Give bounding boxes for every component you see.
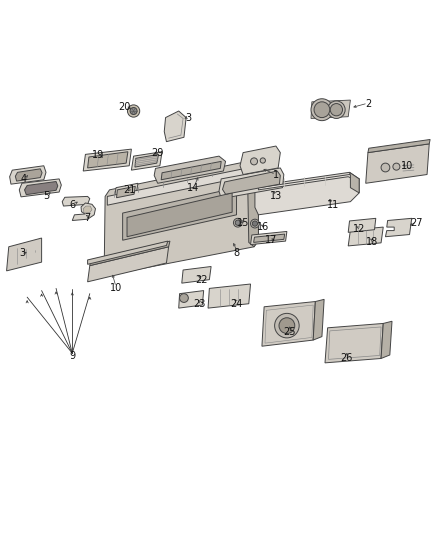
Polygon shape [19, 179, 61, 197]
Circle shape [328, 101, 345, 118]
Polygon shape [131, 152, 162, 170]
Polygon shape [348, 227, 383, 246]
Polygon shape [127, 193, 232, 237]
Polygon shape [182, 266, 211, 283]
Text: 5: 5 [43, 191, 49, 201]
Text: 14: 14 [187, 183, 199, 192]
Polygon shape [311, 100, 350, 118]
Text: 3: 3 [185, 112, 191, 123]
Text: 27: 27 [410, 217, 422, 228]
Text: 9: 9 [69, 351, 75, 361]
Polygon shape [114, 183, 138, 201]
Text: 12: 12 [353, 224, 365, 235]
Text: 23: 23 [193, 298, 205, 309]
Polygon shape [179, 290, 204, 308]
Text: 21: 21 [123, 185, 135, 195]
Text: 8: 8 [233, 248, 240, 259]
Circle shape [127, 105, 140, 117]
Text: 13: 13 [270, 191, 282, 201]
Polygon shape [107, 168, 258, 205]
Text: 1: 1 [273, 169, 279, 180]
Polygon shape [164, 111, 186, 142]
Circle shape [251, 158, 258, 165]
Polygon shape [313, 300, 324, 340]
Text: 16: 16 [257, 222, 269, 232]
Polygon shape [104, 161, 258, 275]
Circle shape [314, 102, 330, 118]
Circle shape [279, 318, 295, 334]
Circle shape [381, 163, 390, 172]
Text: 25: 25 [283, 327, 295, 337]
Text: 10: 10 [110, 284, 122, 293]
Polygon shape [366, 144, 429, 183]
Polygon shape [117, 187, 135, 198]
Circle shape [275, 313, 299, 338]
Polygon shape [385, 219, 412, 237]
Circle shape [180, 294, 188, 302]
Text: 6: 6 [69, 200, 75, 210]
Polygon shape [348, 219, 376, 232]
Polygon shape [350, 172, 359, 193]
Polygon shape [240, 146, 280, 174]
Polygon shape [251, 231, 287, 245]
Circle shape [235, 220, 240, 225]
Polygon shape [25, 182, 58, 195]
Polygon shape [325, 324, 383, 363]
Text: 26: 26 [340, 353, 352, 364]
Polygon shape [88, 241, 168, 264]
Polygon shape [262, 302, 315, 346]
Polygon shape [381, 321, 392, 359]
Polygon shape [255, 172, 359, 215]
Polygon shape [123, 188, 237, 240]
Circle shape [311, 99, 333, 120]
Text: 10: 10 [401, 161, 413, 171]
Text: 11: 11 [327, 200, 339, 210]
Text: 3: 3 [19, 248, 25, 259]
Text: 29: 29 [152, 148, 164, 158]
Circle shape [252, 221, 258, 226]
Text: 7: 7 [85, 213, 91, 223]
Circle shape [393, 163, 400, 170]
Polygon shape [7, 238, 42, 271]
Polygon shape [83, 149, 131, 171]
Text: 15: 15 [237, 217, 249, 228]
Text: 18: 18 [366, 237, 378, 247]
Polygon shape [154, 156, 226, 183]
Polygon shape [258, 174, 359, 190]
Circle shape [130, 108, 137, 115]
Polygon shape [90, 241, 170, 265]
Text: 19: 19 [92, 150, 105, 160]
Polygon shape [10, 166, 46, 184]
Circle shape [260, 158, 265, 163]
Polygon shape [15, 169, 42, 181]
Text: 22: 22 [195, 274, 208, 285]
Polygon shape [135, 155, 159, 167]
Circle shape [233, 219, 242, 227]
Polygon shape [247, 168, 258, 247]
Polygon shape [368, 140, 430, 152]
Text: 4: 4 [21, 174, 27, 184]
Polygon shape [223, 171, 280, 194]
Text: 2: 2 [365, 100, 371, 109]
Circle shape [330, 103, 343, 116]
Polygon shape [254, 234, 285, 243]
Polygon shape [83, 206, 92, 213]
Polygon shape [88, 247, 169, 282]
Circle shape [251, 219, 259, 228]
Text: 17: 17 [265, 235, 278, 245]
Polygon shape [88, 152, 128, 168]
Polygon shape [208, 284, 251, 308]
Polygon shape [161, 161, 221, 180]
Polygon shape [62, 197, 90, 206]
Polygon shape [72, 203, 95, 221]
Text: 24: 24 [230, 298, 243, 309]
Text: 20: 20 [119, 102, 131, 111]
Polygon shape [219, 168, 284, 199]
